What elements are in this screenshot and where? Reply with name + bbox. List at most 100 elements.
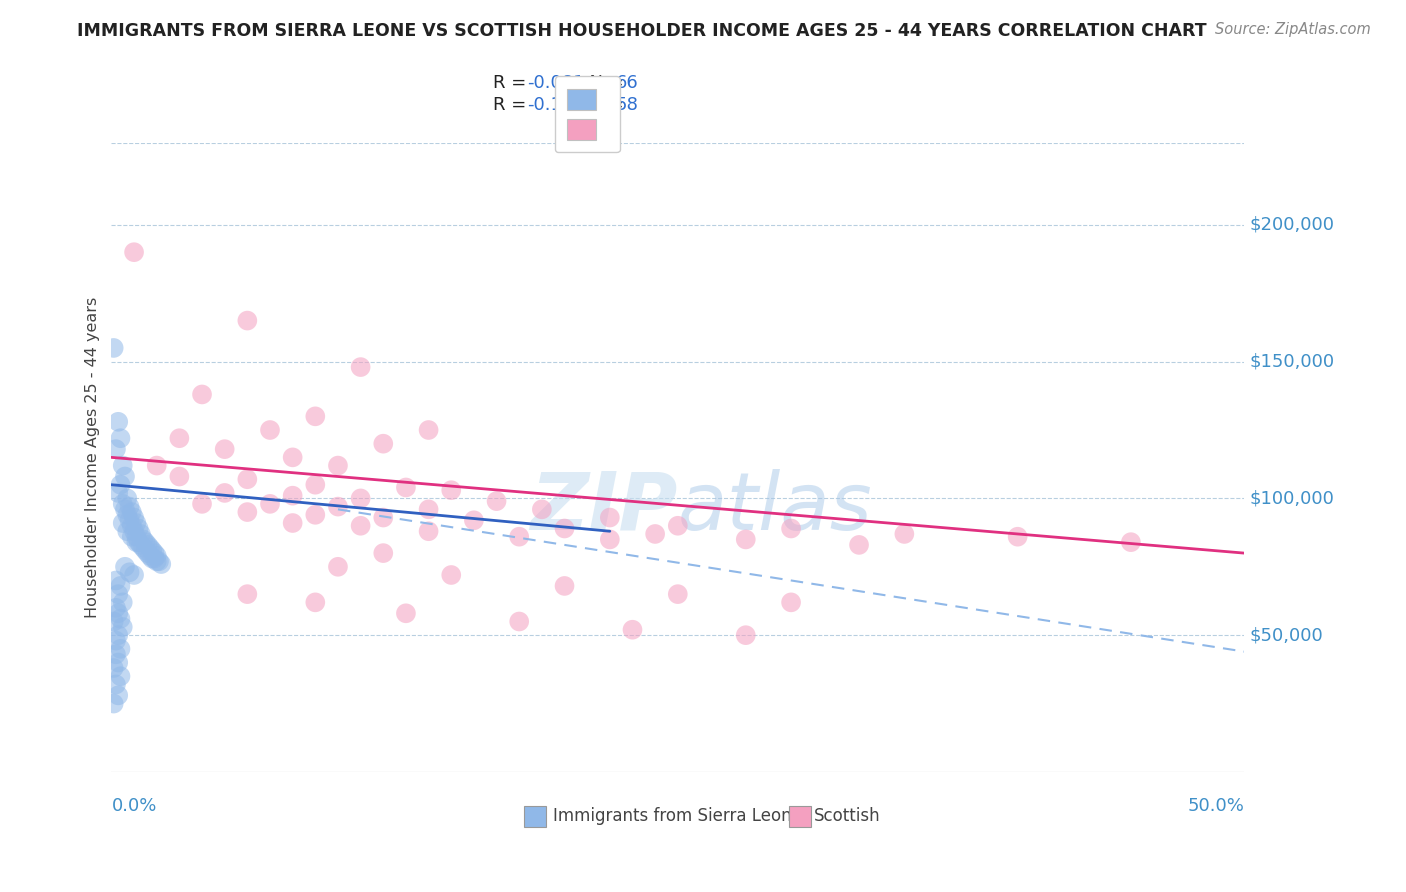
Point <box>349 360 371 375</box>
Point <box>111 595 134 609</box>
Point <box>214 486 236 500</box>
Point <box>395 607 418 621</box>
Text: N =: N = <box>578 74 630 92</box>
Y-axis label: Householder Income Ages 25 - 44 years: Householder Income Ages 25 - 44 years <box>86 297 100 618</box>
Text: 66: 66 <box>616 74 638 92</box>
Point <box>118 500 141 514</box>
Point <box>132 541 155 555</box>
Text: $50,000: $50,000 <box>1250 626 1323 644</box>
Point <box>118 513 141 527</box>
Point <box>118 566 141 580</box>
Point <box>373 546 395 560</box>
Point <box>780 521 803 535</box>
Point <box>104 677 127 691</box>
Point <box>139 541 162 555</box>
Point <box>530 502 553 516</box>
Point <box>110 477 132 491</box>
Point <box>110 579 132 593</box>
Point <box>107 415 129 429</box>
Point <box>132 533 155 547</box>
Point <box>304 477 326 491</box>
Point <box>129 538 152 552</box>
Point <box>122 524 145 539</box>
Text: 0.0%: 0.0% <box>111 797 157 815</box>
Point <box>1007 530 1029 544</box>
Point <box>236 505 259 519</box>
Point <box>111 497 134 511</box>
Text: Source: ZipAtlas.com: Source: ZipAtlas.com <box>1215 22 1371 37</box>
Point <box>107 607 129 621</box>
Point <box>281 516 304 530</box>
Point <box>236 313 259 327</box>
Text: IMMIGRANTS FROM SIERRA LEONE VS SCOTTISH HOUSEHOLDER INCOME AGES 25 - 44 YEARS C: IMMIGRANTS FROM SIERRA LEONE VS SCOTTISH… <box>77 22 1206 40</box>
Point <box>326 458 349 473</box>
Point <box>145 549 167 563</box>
Point <box>141 543 163 558</box>
Text: -0.194: -0.194 <box>527 96 585 114</box>
Point <box>134 543 156 558</box>
Point <box>103 615 125 629</box>
Point <box>136 538 159 552</box>
Point <box>349 518 371 533</box>
Point <box>259 497 281 511</box>
Point <box>418 423 440 437</box>
Point <box>373 510 395 524</box>
Point <box>104 442 127 457</box>
Point <box>104 574 127 588</box>
Point <box>150 557 173 571</box>
Point <box>121 530 143 544</box>
Point <box>1119 535 1142 549</box>
Point <box>129 527 152 541</box>
Point <box>104 648 127 662</box>
Point <box>440 568 463 582</box>
Point <box>122 245 145 260</box>
Point <box>599 533 621 547</box>
Point <box>103 697 125 711</box>
Point <box>117 524 139 539</box>
Point <box>145 458 167 473</box>
Point <box>110 641 132 656</box>
Text: R =: R = <box>494 74 531 92</box>
Point <box>893 527 915 541</box>
Point <box>125 535 148 549</box>
Point <box>121 505 143 519</box>
Point <box>139 549 162 563</box>
Point <box>125 530 148 544</box>
Point <box>463 513 485 527</box>
Point <box>304 595 326 609</box>
Point <box>191 387 214 401</box>
Point <box>395 480 418 494</box>
Text: $100,000: $100,000 <box>1250 490 1334 508</box>
Point <box>326 500 349 514</box>
Point <box>136 546 159 560</box>
Point <box>485 494 508 508</box>
Point <box>107 486 129 500</box>
Point <box>418 524 440 539</box>
Point <box>734 628 756 642</box>
Text: $200,000: $200,000 <box>1250 216 1334 234</box>
Point <box>107 628 129 642</box>
Point <box>508 530 530 544</box>
Point <box>114 502 136 516</box>
Point <box>143 546 166 560</box>
Point <box>281 450 304 465</box>
Point <box>508 615 530 629</box>
Point <box>110 431 132 445</box>
Point <box>117 508 139 522</box>
Point <box>107 689 129 703</box>
Text: $150,000: $150,000 <box>1250 352 1334 370</box>
Point <box>103 341 125 355</box>
Point <box>418 502 440 516</box>
Point <box>111 458 134 473</box>
Point <box>304 508 326 522</box>
Text: 50.0%: 50.0% <box>1187 797 1244 815</box>
Text: -0.081: -0.081 <box>527 74 585 92</box>
Point <box>128 521 150 535</box>
Point <box>848 538 870 552</box>
FancyBboxPatch shape <box>524 806 547 827</box>
Point <box>236 587 259 601</box>
Point <box>107 656 129 670</box>
Point <box>191 497 214 511</box>
Point <box>103 661 125 675</box>
Point <box>169 431 191 445</box>
